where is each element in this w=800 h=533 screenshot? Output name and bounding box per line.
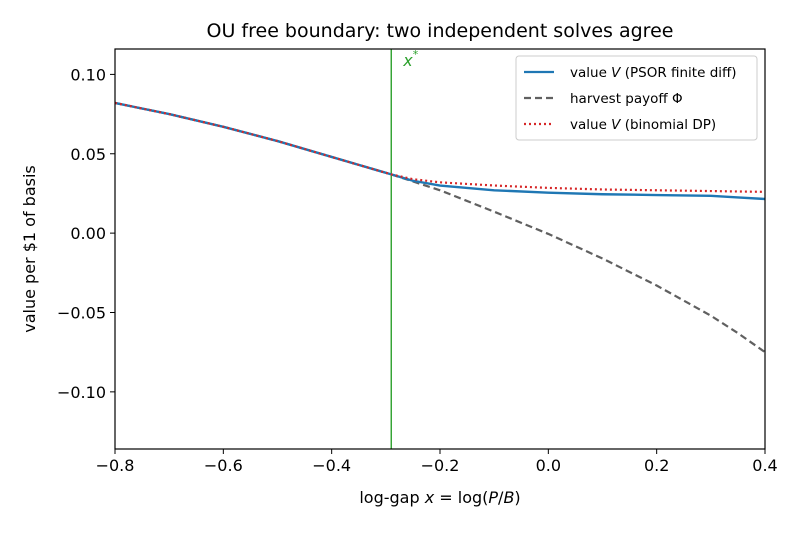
- y-tick-label: 0.00: [70, 224, 106, 243]
- legend-label-part: (PSOR finite diff): [620, 65, 736, 81]
- y-tick-label: 0.10: [70, 65, 106, 84]
- y-axis: 0.10 0.05 0.00 −0.05 −0.10: [57, 65, 115, 402]
- x-axis-label-text: log-gap: [359, 488, 424, 507]
- x-tick-label: −0.6: [204, 456, 243, 475]
- x-axis-label-b: B: [503, 488, 514, 507]
- series-line-1: [114, 101, 766, 354]
- x-axis-label-math: x: [424, 488, 435, 507]
- legend-box: [515, 55, 758, 141]
- x-tick-label: 0.4: [752, 456, 777, 475]
- legend-label-part: V: [611, 65, 622, 81]
- legend-label-part: harvest payoff Φ: [570, 91, 683, 107]
- x-tick-label: 0.0: [536, 456, 561, 475]
- chart-title: OU free boundary: two independent solves…: [207, 20, 674, 42]
- plot-area: x*: [390, 48, 419, 449]
- legend-label-part: value: [570, 65, 611, 81]
- x-axis-label: log-gap x = log(P/B): [359, 488, 520, 507]
- x-axis-label-slash: /: [498, 488, 504, 507]
- x-axis-label-p: P: [488, 488, 498, 507]
- series-line-0: [114, 101, 766, 201]
- legend-label-1: harvest payoff Φ: [570, 91, 683, 107]
- legend-label-part: V: [611, 117, 622, 133]
- x-axis: −0.8 −0.6 −0.4 −0.2 0.0 0.2 0.4: [96, 449, 778, 475]
- y-tick-label: −0.10: [57, 383, 106, 402]
- y-axis-label: value per $1 of basis: [20, 165, 39, 332]
- free-boundary-label: x*: [402, 48, 418, 70]
- y-tick-label: −0.05: [57, 303, 106, 322]
- legend-items: value V (PSOR finite diff) harvest payoff…: [524, 65, 737, 133]
- x-axis-label-close: ): [514, 488, 520, 507]
- y-tick-label: 0.05: [70, 145, 106, 164]
- legend: value V (PSOR finite diff) harvest payoff…: [515, 55, 758, 141]
- legend-label-part: (binomial DP): [620, 117, 716, 133]
- legend-label-part: value: [570, 117, 611, 133]
- legend-label-0: value V (PSOR finite diff): [570, 65, 737, 81]
- x-tick-label: −0.8: [96, 456, 135, 475]
- x-tick-label: 0.2: [644, 456, 669, 475]
- legend-label-2: value V (binomial DP): [570, 117, 716, 133]
- free-boundary-label-sup: *: [413, 48, 419, 61]
- x-axis-label-eq: = log(: [434, 488, 488, 507]
- series-layer: [114, 101, 766, 354]
- x-tick-label: −0.4: [312, 456, 351, 475]
- x-tick-label: −0.2: [421, 456, 460, 475]
- free-boundary-label-base: x: [402, 51, 413, 70]
